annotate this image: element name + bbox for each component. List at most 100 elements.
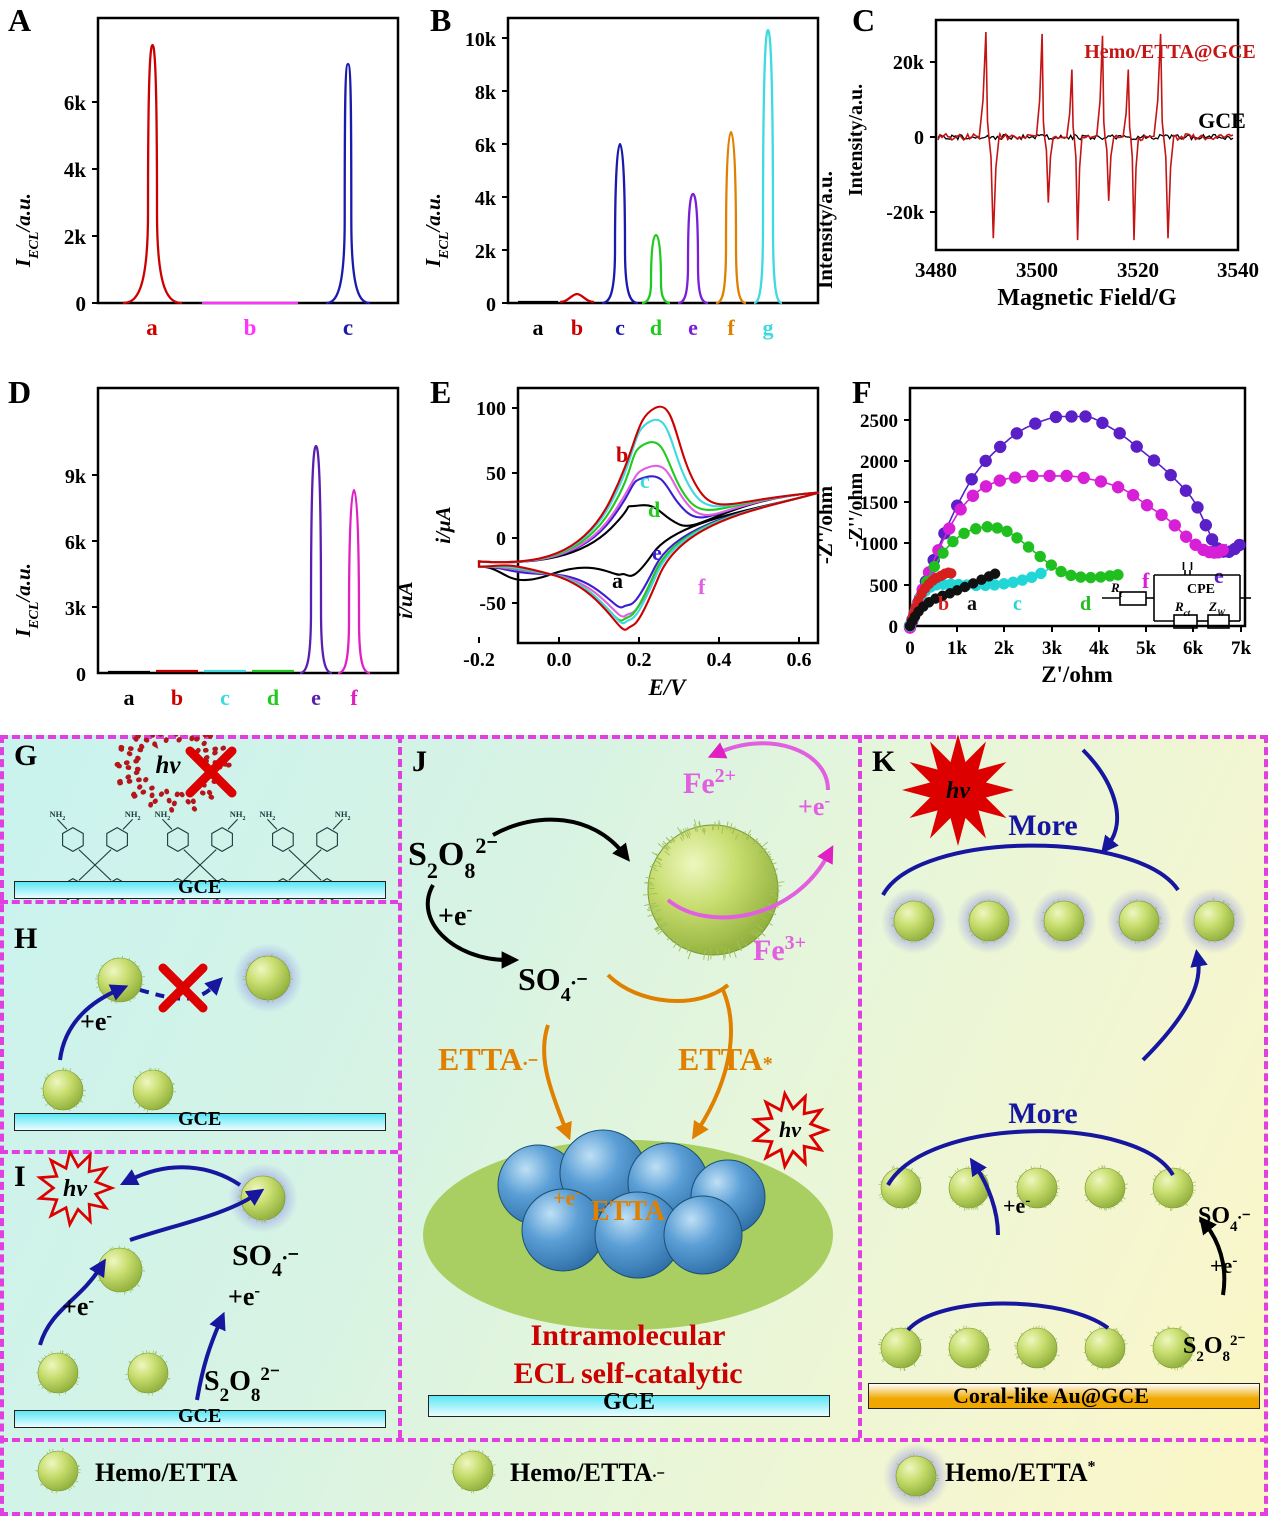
svg-text:3480: 3480 — [915, 258, 957, 282]
svg-text:4k: 4k — [1089, 638, 1110, 659]
svg-text:c: c — [615, 315, 625, 340]
svg-text:Intramolecular: Intramolecular — [531, 1319, 726, 1352]
svg-text:Magnetic Field/G: Magnetic Field/G — [997, 285, 1177, 311]
svg-text:f: f — [1142, 568, 1150, 593]
svg-text:6k: 6k — [65, 532, 87, 554]
svg-text:e: e — [688, 315, 698, 340]
svg-text:hv: hv — [156, 752, 182, 779]
svg-text:SO4∙⁻: SO4∙⁻ — [518, 961, 588, 1006]
svg-text:3500: 3500 — [1016, 258, 1058, 282]
svg-text:3520: 3520 — [1117, 258, 1159, 282]
svg-text:b: b — [244, 315, 257, 340]
svg-text:SO4∙⁻: SO4∙⁻ — [1198, 1203, 1251, 1235]
svg-text:b: b — [938, 593, 949, 615]
svg-text:1k: 1k — [947, 638, 968, 659]
svg-text:Rt: Rt — [1110, 580, 1123, 599]
svg-text:-50: -50 — [479, 593, 506, 615]
svg-text:100: 100 — [476, 398, 506, 420]
svg-text:i/uA: i/uA — [393, 581, 417, 618]
svg-text:GCE: GCE — [1198, 108, 1246, 133]
svg-text:d: d — [650, 315, 662, 340]
svg-text:ECL self-catalytic: ECL self-catalytic — [513, 1357, 742, 1390]
svg-text:d: d — [648, 497, 660, 522]
svg-text:4k: 4k — [475, 188, 497, 210]
svg-text:b: b — [571, 315, 583, 340]
svg-text:+e-: +e- — [1210, 1253, 1237, 1278]
svg-text:0: 0 — [486, 294, 496, 316]
svg-text:Hemo/ETTA@GCE: Hemo/ETTA@GCE — [1084, 41, 1256, 63]
svg-text:50: 50 — [486, 463, 506, 485]
svg-text:Fe3+: Fe3+ — [753, 932, 806, 967]
svg-text:hv: hv — [946, 778, 970, 804]
svg-text:hv: hv — [63, 1176, 87, 1202]
svg-text:-Z''/ohm: -Z''/ohm — [845, 472, 867, 547]
svg-text:2500: 2500 — [860, 411, 898, 432]
svg-text:6k: 6k — [1183, 638, 1204, 659]
svg-text:a: a — [612, 568, 623, 593]
svg-text:a: a — [533, 315, 544, 340]
svg-text:More: More — [1008, 809, 1077, 842]
svg-text:20k: 20k — [893, 52, 925, 74]
svg-text:Fe2+: Fe2+ — [683, 765, 736, 800]
svg-text:+e-: +e- — [80, 1006, 112, 1037]
svg-text:0: 0 — [76, 664, 86, 686]
svg-text:3540: 3540 — [1217, 258, 1259, 282]
svg-text:0.2: 0.2 — [627, 649, 652, 671]
svg-text:0.0: 0.0 — [547, 649, 572, 671]
svg-text:a: a — [967, 593, 977, 615]
svg-text:+e-: +e- — [1003, 1193, 1030, 1218]
svg-text:hv: hv — [779, 1117, 801, 1142]
svg-text:+e-: +e- — [798, 791, 830, 822]
svg-text:500: 500 — [870, 576, 899, 597]
svg-text:c: c — [1013, 593, 1022, 615]
svg-text:4k: 4k — [64, 158, 87, 182]
svg-text:9k: 9k — [65, 466, 87, 488]
svg-text:S2O82⁻: S2O82⁻ — [1183, 1333, 1246, 1365]
svg-text:+e-: +e- — [228, 1281, 260, 1312]
svg-text:g: g — [763, 315, 774, 340]
svg-text:8k: 8k — [475, 82, 497, 104]
svg-text:IECL/a.u.: IECL/a.u. — [11, 563, 42, 638]
svg-text:6k: 6k — [64, 91, 87, 115]
svg-text:7k: 7k — [1231, 638, 1252, 659]
svg-text:2k: 2k — [994, 638, 1015, 659]
svg-text:Intensity/a.u.: Intensity/a.u. — [845, 84, 867, 196]
svg-text:e: e — [311, 685, 321, 710]
svg-text:b: b — [171, 685, 183, 710]
svg-text:5k: 5k — [1136, 638, 1157, 659]
svg-text:S2O82⁻: S2O82⁻ — [204, 1364, 280, 1406]
svg-text:SO4∙⁻: SO4∙⁻ — [232, 1239, 299, 1281]
svg-text:0: 0 — [496, 528, 506, 550]
svg-text:-20k: -20k — [886, 202, 925, 224]
svg-text:0.4: 0.4 — [707, 649, 732, 671]
svg-text:S2O82⁻: S2O82⁻ — [408, 833, 498, 883]
svg-text:0.6: 0.6 — [787, 649, 812, 671]
svg-text:3k: 3k — [1042, 638, 1063, 659]
svg-text:2k: 2k — [475, 241, 497, 263]
svg-text:IECL/a.u.: IECL/a.u. — [421, 193, 452, 268]
svg-text:3k: 3k — [65, 598, 87, 620]
svg-text:Z'/ohm: Z'/ohm — [1041, 662, 1113, 687]
svg-text:More: More — [1008, 1097, 1077, 1130]
svg-text:-0.2: -0.2 — [463, 649, 495, 671]
svg-text:0: 0 — [76, 292, 87, 316]
svg-text:b: b — [616, 442, 628, 467]
svg-text:e: e — [652, 540, 662, 565]
svg-text:c: c — [640, 468, 650, 493]
svg-text:c: c — [343, 315, 353, 340]
svg-text:CPE: CPE — [1187, 582, 1215, 597]
svg-text:0: 0 — [889, 617, 899, 638]
svg-text:f: f — [727, 315, 735, 340]
svg-text:d: d — [267, 685, 279, 710]
svg-text:f: f — [698, 574, 706, 599]
svg-text:+e-: +e- — [62, 1291, 94, 1322]
svg-text:0: 0 — [905, 638, 915, 659]
svg-text:ETTA*: ETTA* — [678, 1041, 773, 1077]
svg-text:+e-: +e- — [438, 899, 472, 932]
svg-text:d: d — [1080, 593, 1091, 615]
svg-text:2000: 2000 — [860, 452, 898, 473]
svg-text:10k: 10k — [465, 29, 497, 51]
svg-text:f: f — [350, 685, 358, 710]
svg-text:a: a — [146, 315, 158, 340]
svg-text:2k: 2k — [64, 225, 87, 249]
